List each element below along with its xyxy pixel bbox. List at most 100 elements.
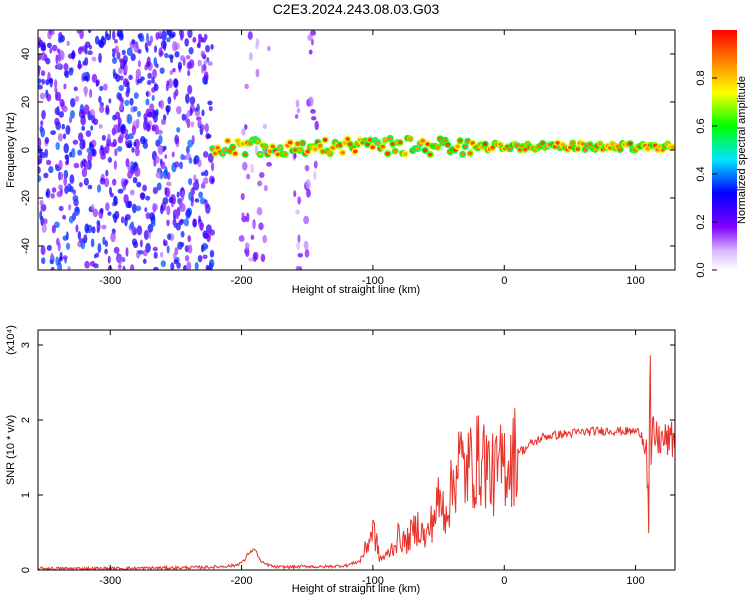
heatmap-cell-broadband-noise xyxy=(40,70,46,77)
heatmap-cell-noise-band xyxy=(266,162,272,167)
heatmap-cell-noise-band xyxy=(248,52,253,61)
heatmap-cell-broadband-noise xyxy=(130,53,136,61)
heatmap-cell-noise-band xyxy=(248,257,254,262)
spectrogram-y-tick-label: 20 xyxy=(20,96,32,108)
spectrogram-x-tick-label: -200 xyxy=(231,275,253,287)
heatmap-cell-broadband-noise xyxy=(200,244,205,253)
heatmap-cell-broadband-noise xyxy=(49,77,53,88)
heatmap-cell-noise-band xyxy=(251,221,255,229)
heatmap-cell-broadband-noise xyxy=(166,80,170,86)
heatmap-cell-broadband-noise xyxy=(159,67,165,74)
heatmap-cell-carrier-line xyxy=(617,147,623,152)
heatmap-cell-broadband-noise xyxy=(146,79,152,86)
heatmap-cell-carrier-line xyxy=(465,139,470,143)
figure-title: C2E3.2024.243.08.03.G03 xyxy=(273,1,440,17)
heatmap-cell-carrier-line xyxy=(212,151,218,156)
heatmap-cell-carrier-line xyxy=(295,142,300,146)
heatmap-cell-broadband-noise xyxy=(100,207,104,214)
heatmap-cell-broadband-noise xyxy=(70,97,76,108)
heatmap-cell-broadband-noise xyxy=(54,117,60,126)
heatmap-cell-broadband-noise xyxy=(153,266,159,270)
colorbar-tick-label: 0.8 xyxy=(695,70,707,85)
heatmap-cell-broadband-noise xyxy=(57,133,63,142)
heatmap-cell-broadband-noise xyxy=(38,53,42,61)
heatmap-cell-broadband-noise xyxy=(49,259,54,265)
heatmap-cell-carrier-line xyxy=(225,139,230,143)
heatmap-cell-noise-band xyxy=(240,192,245,201)
heatmap-cell-broadband-noise xyxy=(135,205,142,212)
heatmap-cell-noise-band xyxy=(255,68,260,78)
heatmap-cell-noise-band xyxy=(295,265,301,270)
heatmap-cell-noise-band xyxy=(263,184,268,192)
heatmap-cell-broadband-noise xyxy=(113,160,118,170)
heatmap-cell-broadband-noise xyxy=(114,210,120,220)
heatmap-cell-broadband-noise xyxy=(112,30,116,41)
snr-x-label: Height of straight line (km) xyxy=(292,583,420,595)
heatmap-cell-broadband-noise xyxy=(131,39,136,45)
heatmap-cell-carrier-line xyxy=(305,149,310,154)
heatmap-cell-broadband-noise xyxy=(81,168,88,178)
heatmap-cell-carrier-line xyxy=(317,143,323,148)
snr-panel: -300 -200 -100 0 100 0 1 2 3 Height of straight… xyxy=(5,325,676,595)
heatmap-cell-noise-band xyxy=(296,107,301,114)
heatmap-cell-broadband-noise xyxy=(105,143,110,154)
heatmap-cell-carrier-line xyxy=(312,147,318,151)
heatmap-cell-broadband-noise xyxy=(84,44,88,55)
colorbar-gradient xyxy=(712,30,737,270)
heatmap-cell-broadband-noise xyxy=(108,98,112,104)
heatmap-cell-broadband-noise xyxy=(124,99,130,106)
heatmap-cell-broadband-noise xyxy=(91,149,96,156)
heatmap-cell-broadband-noise xyxy=(167,78,173,89)
heatmap-cell-broadband-noise xyxy=(203,60,207,66)
heatmap-cell-broadband-noise xyxy=(56,190,63,198)
heatmap-cell-broadband-noise xyxy=(50,193,55,199)
heatmap-cell-broadband-noise xyxy=(55,141,60,151)
heatmap-cell-broadband-noise xyxy=(111,52,116,58)
heatmap-cell-broadband-noise xyxy=(68,151,73,158)
heatmap-cell-broadband-noise xyxy=(145,212,151,220)
heatmap-cell-broadband-noise xyxy=(205,264,210,270)
heatmap-cell-broadband-noise xyxy=(38,79,41,85)
spectrogram-y-label: Frequency (Hz) xyxy=(5,112,17,188)
heatmap-cell-broadband-noise xyxy=(63,62,69,71)
heatmap-cell-broadband-noise xyxy=(161,30,167,41)
heatmap-cell-broadband-noise xyxy=(122,54,128,64)
heatmap-cell-broadband-noise xyxy=(173,258,179,265)
colorbar-tick-label: 0.4 xyxy=(695,166,707,181)
heatmap-cell-broadband-noise xyxy=(176,106,182,115)
heatmap-cell-broadband-noise xyxy=(86,147,93,154)
heatmap-cell-broadband-noise xyxy=(95,80,99,87)
heatmap-cell-broadband-noise xyxy=(171,151,175,158)
heatmap-cell-carrier-line xyxy=(347,142,353,147)
heatmap-cell-carrier-line xyxy=(367,138,373,142)
heatmap-cell-broadband-noise xyxy=(68,67,74,76)
heatmap-cell-noise-band xyxy=(262,234,268,244)
heatmap-cell-broadband-noise xyxy=(160,204,164,215)
heatmap-cell-broadband-noise xyxy=(143,229,149,240)
heatmap-cell-broadband-noise xyxy=(139,135,146,145)
heatmap-cell-broadband-noise xyxy=(194,110,201,117)
heatmap-cell-broadband-noise xyxy=(187,70,191,77)
heatmap-cell-carrier-line xyxy=(610,142,615,146)
heatmap-cell-broadband-noise xyxy=(203,71,209,80)
heatmap-cell-broadband-noise xyxy=(57,262,63,270)
heatmap-cell-carrier-line xyxy=(222,148,228,152)
heatmap-cell-broadband-noise xyxy=(180,154,185,161)
heatmap-cell-broadband-noise xyxy=(206,56,210,63)
heatmap-cell-broadband-noise xyxy=(202,151,209,158)
heatmap-cell-broadband-noise xyxy=(173,78,179,88)
heatmap-cell-broadband-noise xyxy=(204,123,209,133)
heatmap-cell-carrier-line xyxy=(330,146,335,150)
heatmap-cell-broadband-noise xyxy=(64,154,69,160)
heatmap-cell-broadband-noise xyxy=(115,111,121,120)
heatmap-cell-broadband-noise xyxy=(45,79,50,86)
heatmap-cell-broadband-noise xyxy=(124,216,128,227)
spectrogram-x-tick-label: 100 xyxy=(626,275,644,287)
heatmap-cell-carrier-line xyxy=(627,141,633,146)
heatmap-cell-broadband-noise xyxy=(160,260,167,268)
heatmap-cell-broadband-noise xyxy=(152,246,158,252)
heatmap-cell-broadband-noise xyxy=(99,85,104,91)
heatmap-cell-broadband-noise xyxy=(150,220,156,227)
